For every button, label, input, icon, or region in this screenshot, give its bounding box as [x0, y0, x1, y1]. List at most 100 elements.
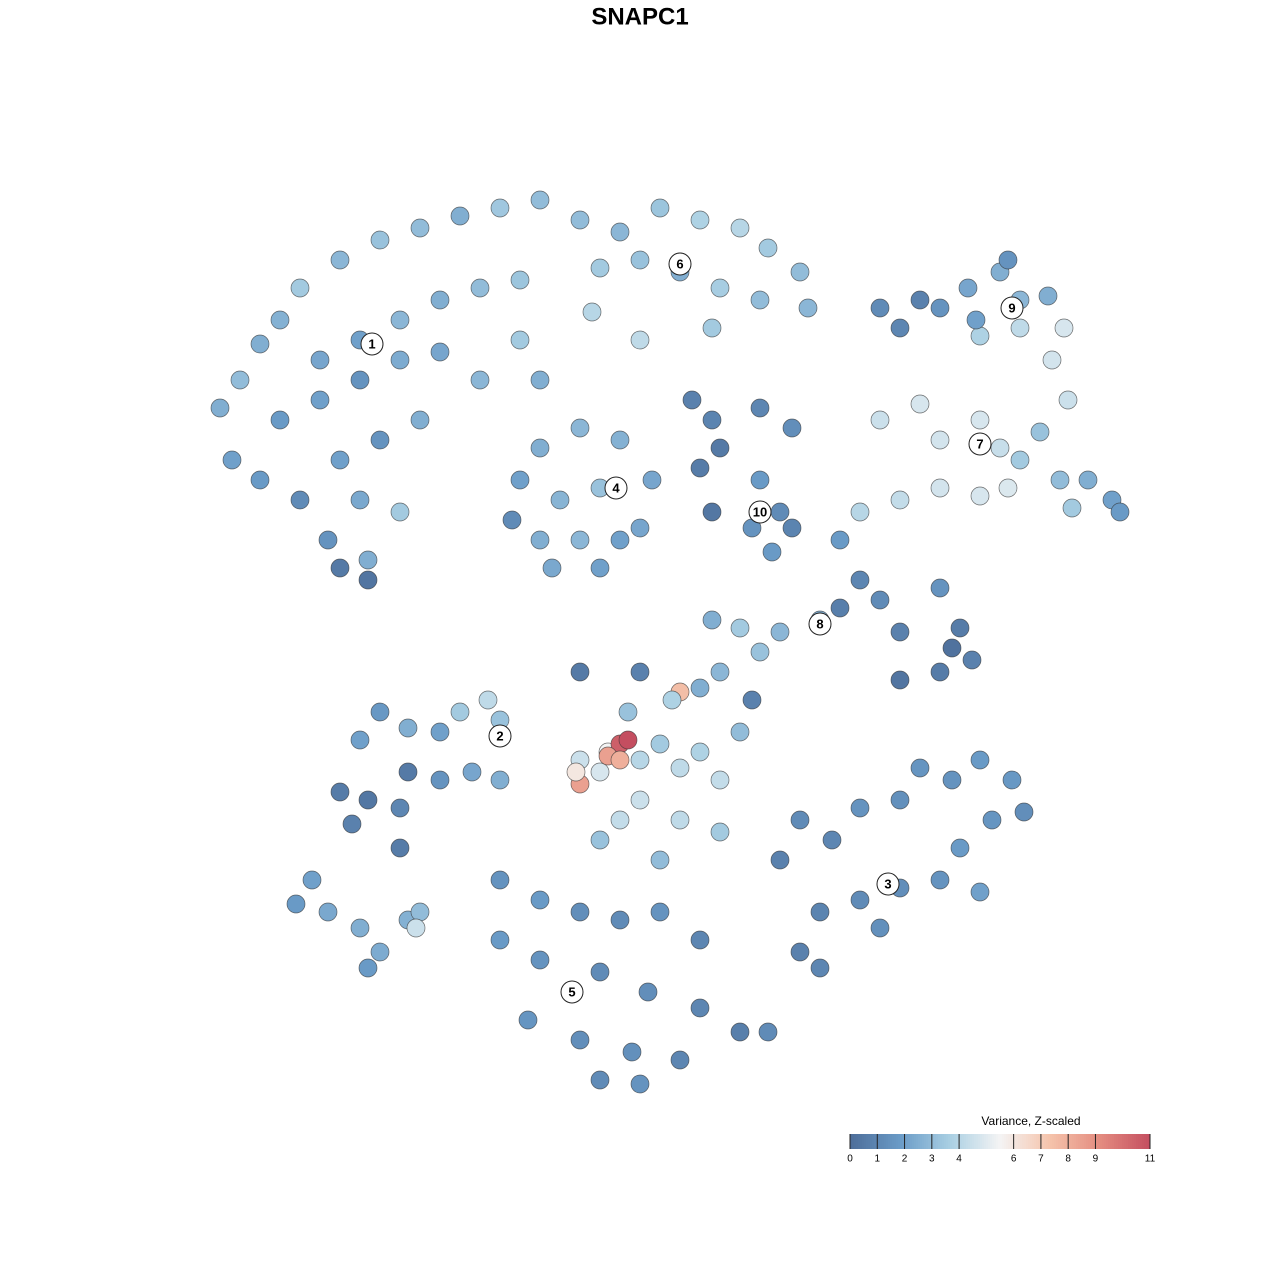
point [342, 814, 362, 834]
colorbar-segment [940, 1134, 943, 1149]
point [1038, 286, 1058, 306]
colorbar-segment [992, 1134, 995, 1149]
point [730, 722, 750, 742]
point [958, 278, 978, 298]
colorbar-segment [1120, 1134, 1123, 1149]
point [478, 690, 498, 710]
point [430, 342, 450, 362]
point [998, 250, 1018, 270]
colorbar-segment [982, 1134, 985, 1149]
colorbar-segment [962, 1134, 965, 1149]
point [450, 206, 470, 226]
point [870, 298, 890, 318]
colorbar-tick-label: 6 [1011, 1154, 1017, 1165]
point [430, 770, 450, 790]
colorbar-segment [1098, 1134, 1101, 1149]
point [622, 1042, 642, 1062]
point [750, 290, 770, 310]
point [630, 790, 650, 810]
colorbar-segment [860, 1134, 863, 1149]
point [630, 662, 650, 682]
colorbar-segment [1106, 1134, 1109, 1149]
colorbar-segment [922, 1134, 925, 1149]
point [750, 470, 770, 490]
colorbar-segment [858, 1134, 861, 1149]
colorbar-tick-label: 9 [1093, 1154, 1099, 1165]
point [942, 770, 962, 790]
colorbar-segment [1064, 1134, 1067, 1149]
colorbar-segment [1034, 1134, 1037, 1149]
point [890, 622, 910, 642]
point [582, 302, 602, 322]
point [950, 618, 970, 638]
point [270, 410, 290, 430]
point [490, 770, 510, 790]
point [570, 902, 590, 922]
colorbar-segment [910, 1134, 913, 1149]
colorbar-segment [1102, 1134, 1105, 1149]
colorbar-segment [868, 1134, 871, 1149]
colorbar-segment [1068, 1134, 1071, 1149]
point [310, 390, 330, 410]
point [702, 410, 722, 430]
colorbar-segment [1092, 1134, 1095, 1149]
point [370, 702, 390, 722]
colorbar-segment [944, 1134, 947, 1149]
point [742, 690, 762, 710]
point [702, 610, 722, 630]
point [770, 502, 790, 522]
point [1110, 502, 1130, 522]
colorbar-segment [1122, 1134, 1125, 1149]
cluster-marker [808, 612, 832, 636]
point [890, 790, 910, 810]
colorbar-segment [884, 1134, 887, 1149]
point [710, 662, 730, 682]
point [662, 690, 682, 710]
point [890, 318, 910, 338]
point [530, 438, 550, 458]
colorbar-segment [1016, 1134, 1019, 1149]
point [670, 1050, 690, 1070]
point [650, 902, 670, 922]
cluster-label: 8 [816, 616, 823, 631]
point [370, 430, 390, 450]
point [930, 478, 950, 498]
cluster-label: 10 [753, 504, 767, 519]
point [930, 578, 950, 598]
colorbar-segment [1036, 1134, 1039, 1149]
colorbar-segment [984, 1134, 987, 1149]
point [390, 310, 410, 330]
colorbar-segment [1052, 1134, 1055, 1149]
colorbar-segment [1008, 1134, 1011, 1149]
colorbar-segment [1054, 1134, 1057, 1149]
colorbar-segment [1038, 1134, 1041, 1149]
colorbar-segment [1082, 1134, 1085, 1149]
point [542, 558, 562, 578]
colorbar-segment [1042, 1134, 1045, 1149]
colorbar-segment [1060, 1134, 1063, 1149]
point [350, 370, 370, 390]
point [630, 1074, 650, 1094]
point [610, 810, 630, 830]
colorbar-segment [880, 1134, 883, 1149]
point [286, 894, 306, 914]
point [570, 1030, 590, 1050]
colorbar-tick-label: 3 [929, 1154, 935, 1165]
colorbar-segment [950, 1134, 953, 1149]
point [530, 890, 550, 910]
point [398, 718, 418, 738]
point [618, 730, 638, 750]
colorbar-segment [872, 1134, 875, 1149]
point [762, 542, 782, 562]
point [370, 230, 390, 250]
point [358, 790, 378, 810]
point [330, 250, 350, 270]
point [790, 810, 810, 830]
point [970, 750, 990, 770]
point [890, 490, 910, 510]
cluster-label: 7 [976, 436, 983, 451]
colorbar-segment [912, 1134, 915, 1149]
point [910, 394, 930, 414]
point [410, 410, 430, 430]
point [850, 502, 870, 522]
